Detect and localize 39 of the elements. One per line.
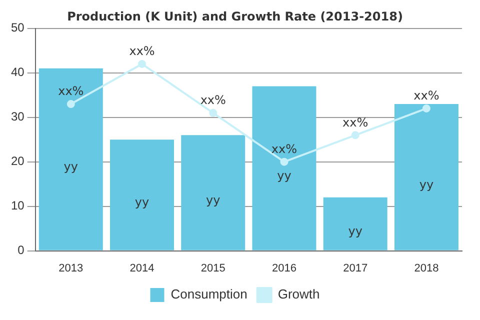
data-label: yy [419,177,434,192]
data-label: xx% [414,88,440,103]
x-tick-label: 2014 [130,262,154,274]
data-label: yy [206,192,220,207]
y-tick-label: 30 [10,110,25,124]
data-label: xx% [129,44,155,58]
data-label: xx% [271,142,298,156]
y-tick-label: 40 [10,65,25,80]
data-label: yy [64,159,78,174]
bar [323,197,388,250]
bar [38,68,103,250]
point [209,108,218,117]
y-tick-label: 20 [10,154,25,168]
point [66,100,75,108]
bar [181,135,246,250]
data-label: yy [277,168,292,182]
data-label: xx% [200,93,226,108]
legend-label: Growth [278,286,320,302]
y-tick-label: 0 [18,243,25,258]
data-label: yy [348,224,362,238]
point [280,158,288,166]
chart-title: Production (K Unit) and Growth Rate (2013-2018) [67,9,403,24]
x-tick-label: 2016 [272,262,296,274]
x-tick-label: 2015 [200,262,226,274]
point [422,104,430,112]
data-label: yy [134,195,150,210]
point [351,131,360,140]
bar [252,86,316,250]
y-tick-label: 10 [10,198,25,213]
bar [394,104,458,250]
legend-label: Consumption [170,286,248,302]
y-tick-label: 50 [10,20,25,35]
data-label: xx% [342,115,368,130]
data-label: xx% [58,84,84,98]
point [138,60,146,68]
x-tick-label: 2013 [58,262,84,274]
x-tick-label: 2017 [343,262,368,274]
bar [110,140,174,250]
x-tick-label: 2018 [414,262,439,274]
